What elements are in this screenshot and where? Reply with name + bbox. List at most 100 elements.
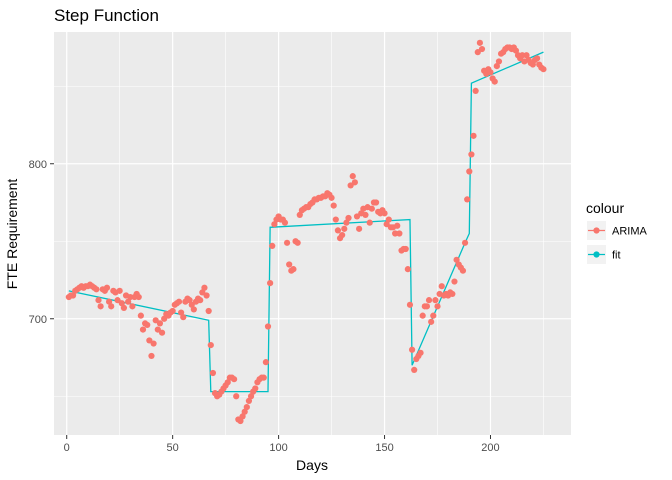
arima-point <box>362 211 369 218</box>
arima-point <box>534 55 541 62</box>
plot-panel <box>54 32 571 435</box>
arima-point <box>127 293 134 301</box>
arima-point <box>148 352 155 360</box>
series-arima <box>65 39 547 425</box>
arima-point <box>478 45 486 53</box>
arima-point <box>434 303 441 310</box>
arima-point <box>512 47 520 54</box>
arima-point <box>135 293 142 301</box>
arima-point <box>330 202 337 209</box>
arima-point <box>372 199 380 206</box>
y-tick-label: 700 <box>29 314 47 326</box>
grid-major <box>54 32 571 435</box>
legend-key-point <box>593 251 600 258</box>
arima-point <box>466 168 473 175</box>
arima-point <box>209 369 217 377</box>
arima-point <box>125 298 132 305</box>
grid-minor <box>54 32 571 435</box>
arima-point <box>296 211 303 218</box>
arima-point <box>404 266 411 273</box>
arima-point <box>243 404 250 411</box>
arima-point <box>402 245 409 253</box>
arima-point <box>290 266 297 273</box>
arima-point <box>406 301 414 308</box>
arima-point <box>381 210 388 217</box>
arima-point <box>97 303 104 310</box>
y-tick-label: 800 <box>29 159 47 171</box>
x-tick-label: 200 <box>481 442 499 454</box>
legend-label-arima: ARIMA <box>612 226 648 238</box>
arima-point <box>245 397 253 404</box>
arima-point <box>69 292 77 299</box>
arima-point <box>269 242 276 249</box>
arima-point <box>224 379 231 386</box>
arima-point <box>190 306 197 313</box>
arima-point <box>351 179 358 186</box>
arima-point <box>449 290 456 298</box>
arima-point <box>540 66 547 73</box>
arima-point <box>411 366 418 373</box>
arima-point <box>175 298 183 305</box>
arima-point <box>356 225 363 232</box>
arima-point <box>239 413 246 420</box>
arima-point <box>294 239 301 246</box>
arima-point <box>103 284 111 291</box>
arima-point <box>451 278 458 285</box>
arima-point <box>144 321 151 329</box>
arima-point <box>470 132 477 139</box>
arima-point <box>419 312 426 319</box>
arima-point <box>105 298 113 305</box>
arima-point <box>474 49 481 56</box>
arima-point <box>523 52 530 59</box>
arima-point <box>343 219 350 226</box>
arima-point <box>385 216 392 223</box>
arima-point <box>156 320 164 327</box>
arima-point <box>264 323 272 330</box>
arima-point <box>345 214 352 222</box>
arima-point <box>417 349 424 356</box>
x-axis-title: Days <box>296 457 328 473</box>
legend-title: colour <box>586 200 624 216</box>
arima-point <box>197 297 204 304</box>
arima-point <box>247 393 255 400</box>
arima-point <box>529 61 536 68</box>
arima-point <box>93 286 100 293</box>
arima-point <box>95 297 102 304</box>
arima-point <box>199 289 206 296</box>
arima-point <box>108 303 115 310</box>
arima-point <box>146 337 153 344</box>
x-tick-label: 100 <box>269 442 287 454</box>
arima-point <box>207 342 214 349</box>
arima-point <box>476 39 483 46</box>
arima-point <box>116 287 123 294</box>
arima-point <box>120 304 128 311</box>
arima-point <box>495 58 503 65</box>
arima-point <box>286 261 293 268</box>
arima-point <box>178 309 185 316</box>
arima-point <box>260 374 267 381</box>
x-tick-label: 0 <box>64 442 70 454</box>
y-axis: 700 800 <box>29 159 54 326</box>
arima-point <box>262 359 269 366</box>
arima-point <box>281 219 289 226</box>
arima-point <box>118 300 125 307</box>
arima-point <box>430 312 437 319</box>
arima-point <box>334 227 342 234</box>
arima-point <box>203 292 210 299</box>
arima-point <box>186 297 193 304</box>
arima-point <box>453 256 460 263</box>
arima-point <box>267 280 274 287</box>
chart-title: Step Function <box>54 6 159 25</box>
arima-point <box>396 230 403 237</box>
arima-point <box>459 267 467 274</box>
arima-point <box>158 329 166 336</box>
arima-point <box>241 408 248 415</box>
arima-point <box>341 225 348 232</box>
arima-point <box>423 303 431 310</box>
arima-point <box>368 205 375 212</box>
x-tick-label: 50 <box>167 442 179 454</box>
arima-point <box>472 87 479 94</box>
arima-point <box>180 314 187 321</box>
arima-point <box>461 239 469 246</box>
